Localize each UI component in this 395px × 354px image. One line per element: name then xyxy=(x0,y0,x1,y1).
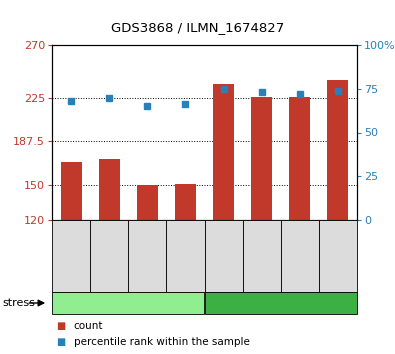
Bar xyxy=(327,80,348,220)
Bar xyxy=(175,184,196,220)
Bar xyxy=(289,97,310,220)
Text: count: count xyxy=(74,321,103,331)
Text: normal LSS: normal LSS xyxy=(97,298,160,308)
Text: GSM591784: GSM591784 xyxy=(181,229,190,284)
Bar xyxy=(137,185,158,220)
Text: percentile rank within the sample: percentile rank within the sample xyxy=(74,337,250,347)
Bar xyxy=(99,159,120,220)
Text: ■: ■ xyxy=(56,321,65,331)
Text: elevated LSS: elevated LSS xyxy=(245,298,317,308)
Text: GSM591786: GSM591786 xyxy=(257,228,266,284)
Text: GDS3868 / ILMN_1674827: GDS3868 / ILMN_1674827 xyxy=(111,21,284,34)
Text: ■: ■ xyxy=(56,337,65,347)
Text: GSM591787: GSM591787 xyxy=(295,228,304,284)
Text: GSM591782: GSM591782 xyxy=(105,229,114,284)
Bar xyxy=(251,97,272,220)
Text: GSM591783: GSM591783 xyxy=(143,228,152,284)
Text: GSM591781: GSM591781 xyxy=(67,228,75,284)
Text: stress: stress xyxy=(2,298,35,308)
Text: GSM591788: GSM591788 xyxy=(333,228,342,284)
Bar xyxy=(213,84,234,220)
Text: GSM591785: GSM591785 xyxy=(219,228,228,284)
Bar xyxy=(60,162,81,220)
